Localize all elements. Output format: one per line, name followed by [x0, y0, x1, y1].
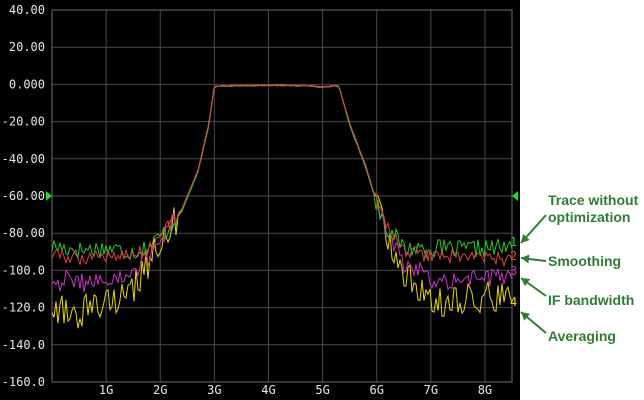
- y-tick-labels: 40.00 20.00 0.000 -20.00 -40.00 -60.00 -80.00 -…: [2, 3, 45, 389]
- trace-marker-2: 2: [510, 249, 517, 263]
- reference-marker-left: [46, 191, 52, 201]
- annotation-arrow-head: [521, 254, 530, 264]
- x-tick-label: 1G: [99, 383, 113, 397]
- reference-marker-right: [512, 191, 518, 201]
- y-tick-label: -140.0: [2, 338, 45, 352]
- x-tick-label: 5G: [315, 383, 329, 397]
- annotation-arrow-head: [521, 278, 531, 287]
- y-tick-label: 40.00: [9, 3, 45, 17]
- x-tick-label: 6G: [369, 383, 383, 397]
- annotation-arrow-head: [521, 234, 530, 243]
- annotation-averaging: Averaging: [548, 328, 616, 344]
- x-tick-label: 8G: [478, 383, 492, 397]
- y-tick-label: -100.0: [2, 263, 45, 277]
- traces: [51, 84, 513, 329]
- trace-marker-3: 3: [510, 264, 517, 278]
- trace-2: [51, 84, 513, 268]
- trace-4: [51, 84, 513, 329]
- y-tick-label: -120.0: [2, 301, 45, 315]
- reference-markers: [46, 191, 518, 201]
- annotation-trace-without-optimization: Trace without optimization: [548, 192, 639, 225]
- y-tick-label: -160.0: [2, 375, 45, 389]
- trace-markers: 123 4: [510, 235, 517, 309]
- y-tick-label: -20.00: [2, 115, 45, 129]
- x-tick-label: 2G: [153, 383, 167, 397]
- x-tick-label: 3G: [207, 383, 221, 397]
- annotation-arrow-head: [521, 312, 530, 321]
- annotation-smoothing: Smoothing: [548, 253, 622, 269]
- trace-marker-4: 4: [510, 295, 517, 309]
- x-tick-label: 4G: [261, 383, 275, 397]
- annotation-arrows: [520, 214, 547, 334]
- trace-marker-1: 1: [510, 235, 517, 249]
- gridlines: [51, 9, 513, 383]
- x-tick-label: 7G: [424, 383, 438, 397]
- chart-background: [0, 0, 520, 400]
- annotation-if-bandwidth: IF bandwidth: [548, 292, 635, 308]
- y-tick-label: -60.00: [2, 189, 45, 203]
- x-tick-labels: 1G 2G 3G 4G 5G 6G 7G 8G: [99, 383, 492, 397]
- y-tick-label: 0.000: [9, 77, 45, 91]
- y-tick-label: -40.00: [2, 152, 45, 166]
- y-tick-label: 20.00: [9, 40, 45, 54]
- y-tick-label: -80.00: [2, 226, 45, 240]
